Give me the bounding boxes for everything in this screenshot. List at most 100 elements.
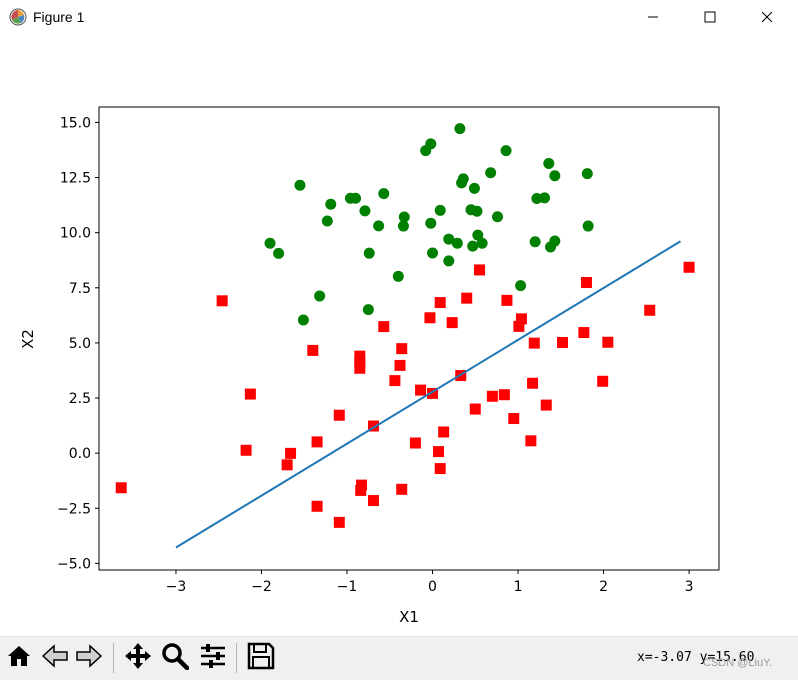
x-axis-ticks: −3 −2 −1 0 1 2 3 bbox=[166, 570, 694, 595]
red-square-point bbox=[378, 321, 390, 333]
red-square-point bbox=[474, 264, 486, 276]
data-marks bbox=[115, 123, 695, 549]
x-tick-label: 3 bbox=[685, 579, 694, 595]
green-circle-point bbox=[350, 192, 362, 204]
x-tick-label: 1 bbox=[514, 579, 523, 595]
x-axis-label: X1 bbox=[399, 608, 419, 626]
green-circle-point bbox=[543, 157, 555, 169]
red-square-point bbox=[683, 261, 695, 273]
red-square-point bbox=[311, 500, 323, 512]
red-square-point bbox=[368, 420, 380, 432]
home-button[interactable] bbox=[4, 643, 34, 673]
green-circle-point bbox=[456, 177, 468, 189]
pan-button[interactable] bbox=[123, 643, 153, 673]
configure-subplots-button[interactable] bbox=[198, 643, 228, 673]
move-icon bbox=[124, 642, 152, 674]
sliders-icon bbox=[199, 642, 227, 674]
figure-canvas[interactable] bbox=[0, 36, 798, 636]
green-circle-point bbox=[500, 145, 512, 157]
red-square-point bbox=[396, 343, 408, 355]
y-tick-label: 0.0 bbox=[69, 446, 91, 462]
x-tick-label: −3 bbox=[166, 579, 187, 595]
green-circle-point bbox=[362, 304, 374, 316]
green-circle-point bbox=[373, 220, 385, 232]
red-square-point bbox=[424, 312, 436, 324]
green-circle-point bbox=[529, 236, 541, 248]
green-circle-point bbox=[297, 314, 309, 326]
green-circle-point bbox=[492, 211, 504, 223]
back-button[interactable] bbox=[40, 643, 70, 673]
forward-arrow-icon bbox=[75, 643, 103, 673]
red-square-point bbox=[461, 292, 473, 304]
minimize-button[interactable] bbox=[630, 0, 676, 34]
green-circle-point bbox=[485, 167, 497, 179]
green-circle-point bbox=[359, 205, 371, 217]
red-square-point bbox=[540, 399, 552, 411]
red-square-point bbox=[115, 482, 127, 494]
y-axis-ticks: −5.0 −2.5 0.0 2.5 5.0 7.5 10.0 12.5 15.0 bbox=[57, 115, 99, 572]
y-tick-label: 2.5 bbox=[69, 391, 91, 407]
red-square-point bbox=[427, 387, 439, 399]
green-circle-point bbox=[581, 168, 593, 180]
green-circle-point bbox=[451, 237, 463, 249]
red-square-point bbox=[354, 362, 366, 374]
y-tick-label: 7.5 bbox=[69, 281, 91, 297]
watermark: CSDN @LiuY. bbox=[703, 657, 773, 669]
green-circle-point bbox=[549, 170, 561, 182]
axes-frame bbox=[98, 106, 720, 571]
red-square-point bbox=[244, 388, 256, 400]
red-square-point bbox=[578, 327, 590, 339]
maximize-icon bbox=[704, 8, 716, 27]
red-square-point bbox=[415, 384, 427, 396]
close-button[interactable] bbox=[744, 0, 790, 34]
green-circle-point bbox=[294, 179, 306, 191]
green-circle-point bbox=[472, 229, 484, 241]
red-square-point bbox=[501, 294, 513, 306]
red-square-point bbox=[602, 336, 614, 348]
red-square-point bbox=[307, 344, 319, 356]
window-title: Figure 1 bbox=[33, 9, 85, 25]
save-button[interactable] bbox=[246, 642, 276, 673]
red-square-point bbox=[528, 337, 540, 349]
zoom-icon bbox=[161, 642, 190, 674]
red-square-point bbox=[354, 350, 366, 362]
red-square-point bbox=[333, 409, 345, 421]
scatter-plot: −3 −2 −1 0 1 2 3 −5.0 −2.5 0.0 2.5 5.0 7.5 10.0 12.5 1… bbox=[19, 106, 720, 626]
navigation-toolbar bbox=[0, 636, 798, 680]
red-square-point bbox=[469, 403, 481, 415]
red-square-point bbox=[644, 304, 656, 316]
green-circle-point bbox=[443, 255, 455, 267]
green-circle-point bbox=[314, 290, 326, 302]
red-square-point bbox=[394, 359, 406, 371]
minimize-icon bbox=[647, 8, 659, 27]
x-tick-label: 2 bbox=[599, 579, 608, 595]
red-square-point bbox=[446, 317, 458, 329]
green-circle-point bbox=[539, 192, 551, 204]
zoom-button[interactable] bbox=[160, 643, 190, 673]
toolbar-separator bbox=[113, 643, 114, 673]
y-tick-label: 5.0 bbox=[69, 336, 91, 352]
green-circle-point bbox=[378, 188, 390, 200]
back-arrow-icon bbox=[41, 643, 69, 673]
red-square-point bbox=[281, 459, 293, 471]
green-circle-point bbox=[325, 198, 337, 210]
close-icon bbox=[761, 8, 773, 27]
red-square-point bbox=[311, 436, 323, 448]
green-circle-point bbox=[321, 215, 333, 227]
maximize-button[interactable] bbox=[687, 0, 733, 34]
green-circle-point bbox=[454, 123, 466, 135]
green-circle-point bbox=[443, 233, 455, 245]
forward-button[interactable] bbox=[74, 643, 104, 673]
green-circle-point bbox=[515, 280, 527, 292]
red-square-point bbox=[333, 516, 345, 528]
red-square-point bbox=[389, 375, 401, 387]
green-circle-point bbox=[392, 270, 404, 282]
green-circle-point bbox=[468, 182, 480, 194]
y-tick-label: −5.0 bbox=[57, 556, 91, 572]
red-square-point bbox=[396, 483, 408, 495]
green-circle-point bbox=[476, 237, 488, 249]
red-square-point bbox=[368, 495, 380, 507]
green-circle-point bbox=[397, 220, 409, 232]
red-square-point bbox=[285, 447, 297, 459]
y-tick-label: 12.5 bbox=[60, 171, 91, 187]
